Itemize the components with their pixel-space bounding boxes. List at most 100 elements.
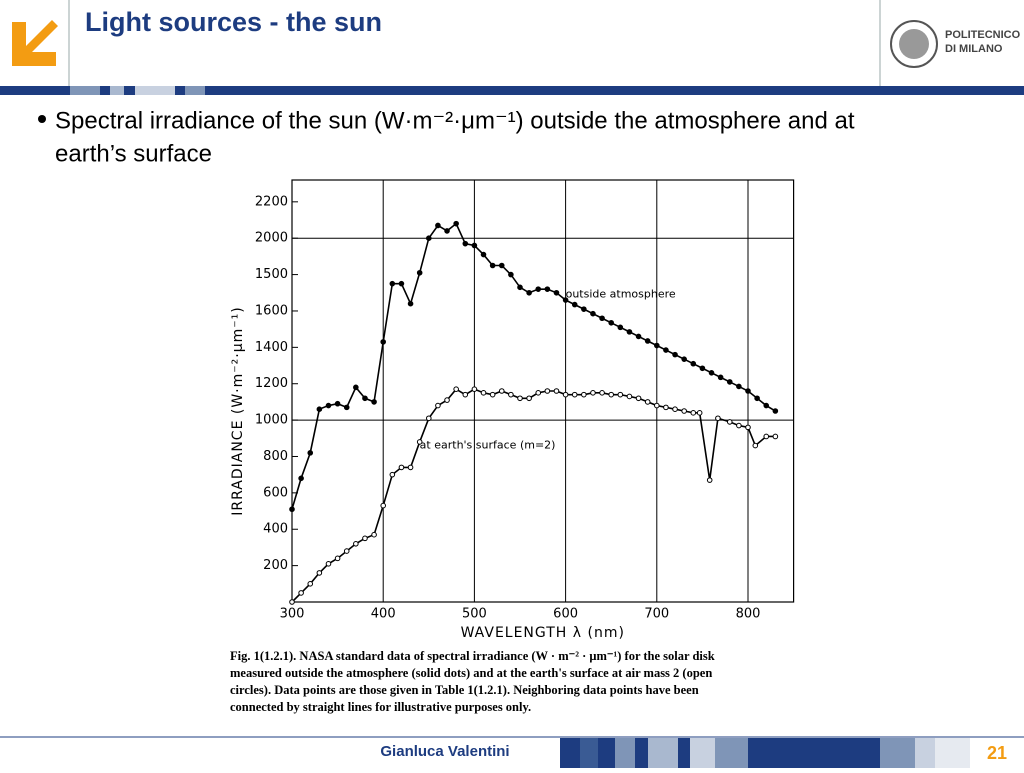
data-point (672, 406, 678, 412)
data-point (635, 333, 642, 340)
data-point (462, 391, 469, 398)
data-point (544, 286, 551, 292)
bullet-dot (38, 115, 46, 123)
data-point (380, 502, 387, 509)
data-point (453, 386, 459, 392)
data-point (508, 391, 514, 398)
data-point (426, 415, 432, 422)
data-point (590, 390, 596, 396)
logo-seal (890, 20, 938, 68)
y-tick-label: 2000 (255, 231, 288, 246)
data-point (316, 406, 323, 412)
data-point (462, 240, 469, 247)
data-point (571, 301, 578, 308)
data-point (663, 347, 669, 353)
caption-line: measured outside the atmosphere (solid d… (230, 666, 712, 680)
header-band (0, 86, 1024, 95)
data-point (389, 280, 396, 287)
data-point (696, 410, 703, 416)
chart: 300 400 500 600 700 800 200 400 600 800 1000 1200 14… (230, 179, 795, 641)
data-point (416, 269, 423, 276)
x-axis-label: WAVELENGTH λ (nm) (461, 625, 625, 641)
caption-line: Fig. 1(1.2.1). NASA standard data of spe… (230, 649, 715, 663)
caption-line: circles). Data points are those given in… (230, 683, 699, 697)
data-point (535, 390, 542, 396)
data-point (699, 365, 706, 372)
y-axis-label: IRRADIANCE (W·m⁻²·μm⁻¹) (230, 306, 246, 515)
logo-arrow (12, 20, 58, 66)
bullet-text: Spectral irradiance of the sun (W·m⁻²·μm… (55, 107, 855, 134)
data-point (562, 391, 569, 398)
page-number: 21 (987, 743, 1007, 763)
data-point (444, 397, 450, 403)
data-point (690, 360, 697, 367)
logo-text: POLITECNICO (945, 29, 1021, 41)
data-point (489, 262, 496, 269)
data-point (362, 535, 368, 542)
data-point (715, 415, 721, 422)
data-point (726, 379, 733, 385)
data-point (736, 383, 742, 390)
data-point (343, 548, 350, 554)
data-point (398, 280, 405, 287)
x-tick-label: 600 (553, 607, 578, 622)
data-point (626, 329, 633, 335)
data-point (599, 390, 605, 396)
data-point (663, 404, 669, 411)
y-tick-label: 1200 (255, 376, 288, 391)
data-point (763, 433, 770, 440)
data-point (453, 220, 459, 227)
y-tick-label: 1000 (255, 413, 288, 428)
data-point (407, 300, 414, 307)
data-point (289, 506, 295, 513)
data-point (745, 424, 751, 431)
data-point (626, 393, 633, 400)
data-point (526, 289, 532, 296)
data-point (635, 395, 642, 402)
data-point (608, 391, 615, 398)
x-tick-label: 400 (371, 607, 396, 622)
data-point (772, 433, 779, 440)
x-tick-label: 700 (644, 607, 669, 622)
data-point (681, 356, 687, 362)
data-point (435, 222, 441, 229)
x-tick-label: 800 (736, 607, 761, 622)
x-tick-label: 500 (462, 607, 487, 622)
data-point (726, 419, 733, 425)
data-point (444, 228, 450, 234)
data-point (480, 390, 487, 396)
data-point (535, 286, 542, 292)
data-point (581, 306, 587, 312)
data-point (353, 540, 359, 547)
bullet-text: earth’s surface (55, 140, 212, 167)
data-point (498, 388, 505, 394)
data-point (380, 339, 387, 345)
data-point (736, 422, 742, 429)
data-point (690, 410, 697, 416)
data-point (717, 374, 724, 381)
slide-title: Light sources - the sun (85, 7, 382, 37)
data-point (298, 475, 304, 482)
data-point (362, 395, 368, 402)
data-point (371, 399, 377, 405)
data-point (752, 442, 759, 449)
data-point (298, 590, 304, 596)
data-point (608, 319, 615, 326)
data-point (654, 342, 660, 349)
y-tick-label: 400 (263, 522, 288, 537)
data-point (325, 561, 332, 567)
data-point (480, 251, 487, 258)
data-point (353, 384, 359, 391)
data-point (672, 351, 678, 358)
series-line (291, 388, 776, 603)
data-point (471, 242, 478, 249)
data-point (517, 395, 523, 402)
data-point (389, 471, 396, 478)
data-point (763, 402, 770, 409)
data-point (644, 338, 651, 344)
annotation: outside atmosphere (566, 288, 676, 301)
caption: Fig. 1(1.2.1). NASA standard data of spe… (230, 649, 715, 714)
footer-author: Gianluca Valentini (380, 743, 509, 760)
data-point (745, 388, 751, 394)
